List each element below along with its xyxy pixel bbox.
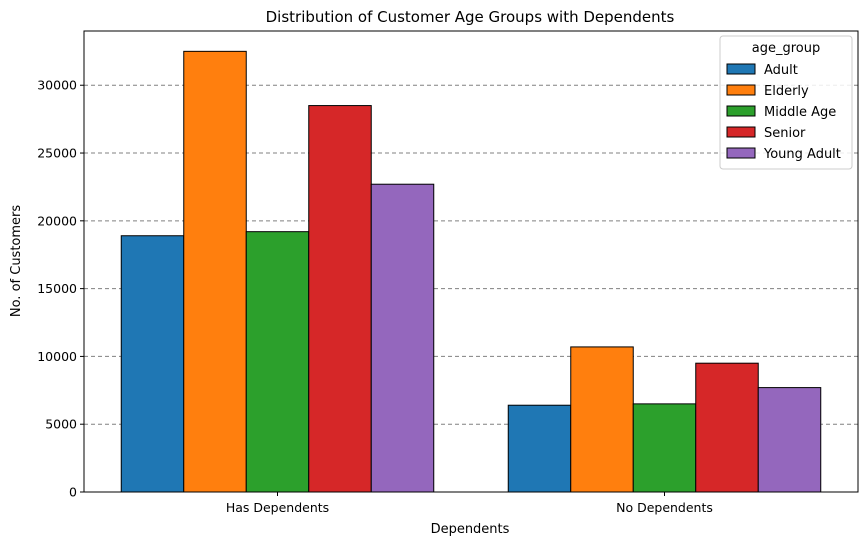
legend-swatch — [726, 126, 756, 138]
legend-swatch — [726, 147, 756, 159]
bar-adult-1 — [120, 235, 185, 493]
bar-middle-age-2 — [632, 403, 697, 493]
y-tick-label: 30000 — [37, 78, 77, 93]
x-axis: Has Dependents No Dependents — [226, 492, 713, 515]
legend-label: Senior — [764, 126, 806, 141]
legend-swatch — [726, 63, 756, 75]
legend-title: age_group — [752, 41, 820, 56]
bar-senior-1 — [308, 105, 372, 493]
x-tick-label: Has Dependents — [226, 500, 329, 515]
legend-label: Adult — [764, 63, 798, 78]
bar-senior-2 — [695, 362, 759, 493]
legend-swatch — [726, 105, 756, 117]
x-tick-label: No Dependents — [616, 500, 713, 515]
bar-adult-2 — [507, 404, 572, 493]
bars — [120, 50, 822, 493]
legend-items: Adult Elderly Middle Age Senior Young Adult — [726, 63, 841, 162]
bar-elderly-1 — [183, 50, 247, 493]
y-tick-label: 20000 — [37, 213, 77, 228]
y-tick-label: 25000 — [37, 146, 77, 161]
legend: age_group Adult Elderly Middle Age Senior Yo… — [719, 35, 853, 170]
y-tick-label: 10000 — [37, 349, 77, 364]
y-axis: 0 5000 10000 15000 20000 25000 30000 — [37, 78, 84, 500]
legend-swatch — [726, 84, 756, 96]
bar-young-adult-2 — [757, 387, 822, 493]
y-axis-title: No. of Customers — [9, 205, 24, 318]
chart-title: Distribution of Customer Age Groups with… — [266, 8, 675, 26]
y-tick-label: 0 — [69, 485, 77, 500]
y-tick-label: 5000 — [45, 417, 77, 432]
x-axis-title: Dependents — [431, 522, 510, 537]
bar-elderly-2 — [570, 346, 634, 493]
legend-label: Elderly — [764, 84, 809, 99]
legend-label: Young Adult — [763, 147, 841, 162]
y-tick-label: 15000 — [37, 281, 77, 296]
bar-young-adult-1 — [370, 183, 435, 493]
legend-label: Middle Age — [764, 105, 836, 120]
plot-frame — [83, 30, 859, 493]
bar-middle-age-1 — [245, 231, 310, 493]
